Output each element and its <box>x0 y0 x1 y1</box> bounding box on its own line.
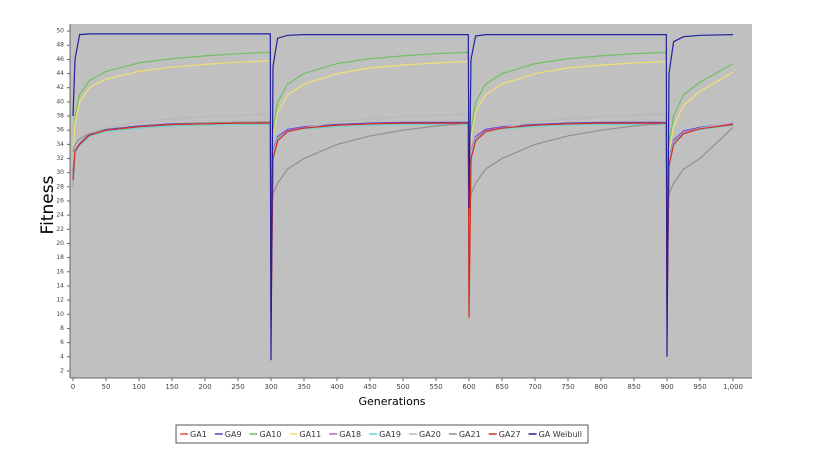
x-tick-label: 700 <box>528 383 541 391</box>
series-line <box>72 33 734 361</box>
legend-label: GA27 <box>499 430 521 439</box>
y-tick-label: 38 <box>56 113 64 120</box>
y-tick-label: 32 <box>56 155 64 162</box>
y-tick-label: 4 <box>60 353 64 360</box>
y-tick-label: 36 <box>56 127 64 134</box>
y-tick-label: 50 <box>56 28 64 35</box>
y-tick-label: 44 <box>56 70 64 77</box>
y-tick-label: 22 <box>56 226 64 233</box>
y-tick-label: 2 <box>60 367 64 374</box>
legend-label: GA1 <box>190 430 207 439</box>
y-tick-label: 42 <box>56 84 64 91</box>
y-tick-label: 16 <box>56 268 64 275</box>
y-tick-label: 46 <box>56 56 64 63</box>
legend-label: GA10 <box>260 430 282 439</box>
y-tick-label: 14 <box>56 282 64 289</box>
x-tick-label: 950 <box>693 383 706 391</box>
legend-label: GA18 <box>339 430 361 439</box>
y-tick-label: 10 <box>56 311 64 318</box>
y-tick-label: 34 <box>56 141 64 148</box>
y-axis-title: Fitness <box>38 175 58 234</box>
x-tick-label: 0 <box>71 383 75 391</box>
x-tick-label: 400 <box>330 383 343 391</box>
x-tick-label: 550 <box>429 383 442 391</box>
y-tick-label: 48 <box>56 42 64 49</box>
x-tick-label: 500 <box>396 383 409 391</box>
x-tick-label: 1,000 <box>723 383 743 391</box>
y-tick-label: 8 <box>60 325 64 332</box>
y-tick-label: 20 <box>56 240 64 247</box>
x-tick-label: 300 <box>264 383 277 391</box>
x-tick-label: 200 <box>198 383 211 391</box>
legend-label: GA9 <box>225 430 242 439</box>
x-tick-label: 800 <box>594 383 607 391</box>
y-tick-label: 30 <box>56 169 64 176</box>
x-tick-label: 350 <box>297 383 310 391</box>
x-tick-label: 250 <box>231 383 244 391</box>
x-tick-label: 850 <box>627 383 640 391</box>
y-tick-label: 12 <box>56 297 64 304</box>
y-tick-label: 24 <box>56 212 64 219</box>
legend-label: GA19 <box>379 430 401 439</box>
y-tick-label: 6 <box>60 339 64 346</box>
legend-label: GA Weibull <box>539 430 582 439</box>
x-tick-label: 450 <box>363 383 376 391</box>
y-tick-label: 28 <box>56 183 64 190</box>
y-tick-label: 26 <box>56 198 64 205</box>
x-tick-label: 900 <box>660 383 673 391</box>
x-tick-label: 150 <box>165 383 178 391</box>
x-tick-label: 750 <box>561 383 574 391</box>
x-tick-label: 650 <box>495 383 508 391</box>
legend-box <box>175 424 589 444</box>
plot-area <box>70 24 752 378</box>
legend-label: GA11 <box>299 430 321 439</box>
x-tick-label: 100 <box>132 383 145 391</box>
x-tick-label: 50 <box>102 383 111 391</box>
legend: GA1 GA9 GA10 GA11 GA18 GA19 GA20 GA21 GA27 GA Wei… <box>175 424 589 444</box>
y-tick-label: 18 <box>56 254 64 261</box>
legend-label: GA20 <box>419 430 441 439</box>
x-tick-label: 600 <box>462 383 475 391</box>
legend-label: GA21 <box>459 430 481 439</box>
y-tick-label: 40 <box>56 98 64 105</box>
x-axis-title: Generations <box>358 395 425 408</box>
